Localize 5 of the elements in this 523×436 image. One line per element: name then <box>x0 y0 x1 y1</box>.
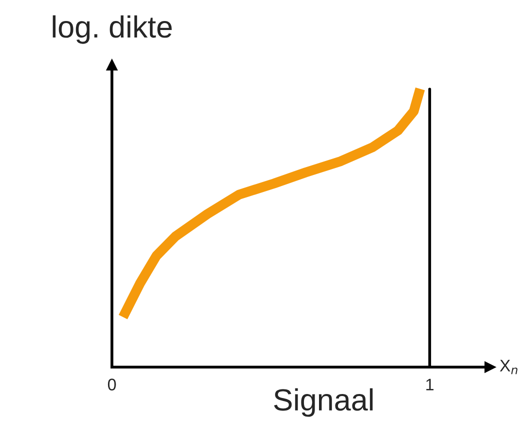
y-axis-title: log. dikte <box>52 15 172 44</box>
x-tick-label: 1 <box>426 378 434 390</box>
text: X$_{n}$ <box>500 360 518 374</box>
x-axis-title: Signaal <box>274 388 373 417</box>
x-tick-label: 0 <box>108 378 116 390</box>
